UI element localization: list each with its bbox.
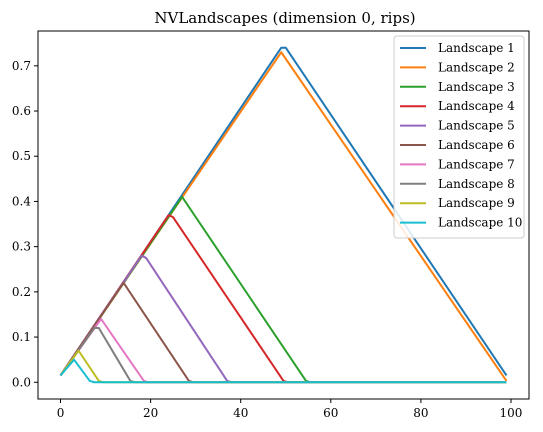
legend-label: Landscape 7 xyxy=(438,157,515,171)
legend-box xyxy=(393,35,525,239)
x-tick-label: 80 xyxy=(413,406,428,420)
series-group xyxy=(59,46,508,384)
y-tick-label: 0.5 xyxy=(12,149,31,163)
x-axis: 0 20 40 60 80 100 xyxy=(57,399,523,420)
legend-label: Landscape 8 xyxy=(438,177,515,191)
legend-label: Landscape 1 xyxy=(438,41,515,55)
series-line-landscape-8 xyxy=(59,327,507,384)
y-tick-label: 0.3 xyxy=(12,240,31,254)
x-tick-label: 60 xyxy=(323,406,338,420)
legend-label: Landscape 5 xyxy=(438,119,515,133)
legend-label: Landscape 9 xyxy=(438,196,515,210)
y-tick-label: 0.4 xyxy=(12,194,31,208)
y-tick-label: 0.7 xyxy=(12,59,31,73)
legend-label: Landscape 10 xyxy=(438,216,522,230)
series-line-landscape-6 xyxy=(59,281,507,384)
series-line-landscape-10 xyxy=(59,358,507,384)
legend-label: Landscape 6 xyxy=(438,138,515,152)
y-tick-label: 0.2 xyxy=(12,285,31,299)
x-tick-label: 0 xyxy=(57,406,65,420)
legend-label: Landscape 3 xyxy=(438,80,515,94)
x-tick-label: 20 xyxy=(143,406,158,420)
y-tick-label: 0.1 xyxy=(12,330,31,344)
y-tick-label: 0.0 xyxy=(12,375,31,389)
legend-label: Landscape 4 xyxy=(438,99,515,113)
series-line-landscape-7 xyxy=(59,317,507,384)
legend-label: Landscape 2 xyxy=(438,60,515,74)
chart-title: NVLandscapes (dimension 0, rips) xyxy=(154,9,415,27)
legend: Landscape 1 Landscape 2 Landscape 3 Landsca… xyxy=(393,35,525,239)
x-tick-label: 40 xyxy=(233,406,248,420)
plot-area xyxy=(37,30,530,400)
x-tick-label: 100 xyxy=(500,406,523,420)
y-tick-label: 0.6 xyxy=(12,104,31,118)
y-axis: 0.0 0.1 0.2 0.3 0.4 0.5 0.6 0.7 xyxy=(12,59,38,389)
